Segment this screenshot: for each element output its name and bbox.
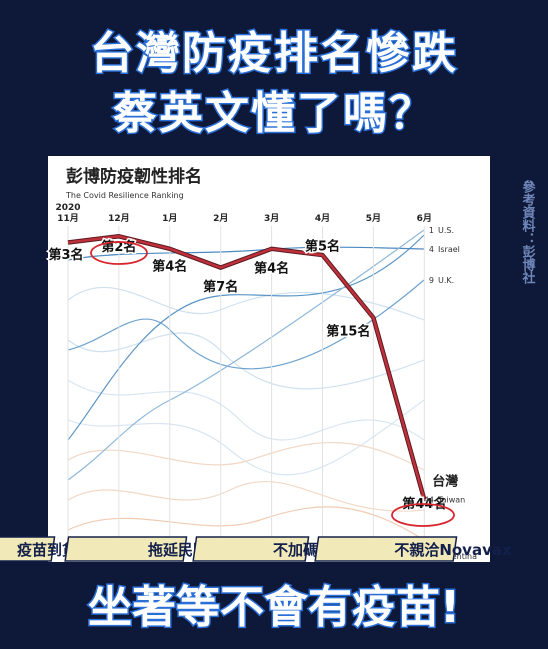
highlight-circle bbox=[391, 503, 455, 527]
deco-line bbox=[67, 506, 425, 541]
data-label: 第4名 bbox=[254, 260, 289, 276]
end-rank: 1 bbox=[429, 226, 434, 235]
x-tick-label: 11月 bbox=[57, 213, 79, 224]
data-label: 第5名 bbox=[305, 239, 340, 255]
end-name: Taiwan bbox=[437, 496, 465, 505]
x-tick-label: 5月 bbox=[366, 213, 381, 224]
data-label: 第15名 bbox=[326, 323, 370, 339]
x-tick-label: 2月 bbox=[213, 213, 228, 224]
end-rank: 4 bbox=[429, 245, 434, 254]
end-name: Israel bbox=[438, 245, 460, 254]
data-label: 第3名 bbox=[48, 247, 83, 263]
deco-line bbox=[67, 287, 425, 321]
deco-line bbox=[67, 246, 425, 261]
banner bbox=[64, 536, 188, 562]
banner-text: 不親洽Novavax bbox=[394, 541, 512, 559]
x-tick-label: 12月 bbox=[108, 213, 130, 224]
chart-subtitle: The Covid Resilience Ranking bbox=[65, 191, 184, 200]
chart-title: 彭博防疫韌性排名 bbox=[66, 166, 202, 187]
deco-line bbox=[67, 379, 425, 441]
x-tick-label: 4月 bbox=[315, 213, 330, 224]
end-rank: 44 bbox=[424, 496, 434, 505]
data-label: 第4名 bbox=[152, 258, 187, 274]
chart-panel bbox=[48, 156, 490, 562]
deco-line bbox=[67, 480, 425, 512]
headline-line-1: 台灣防疫排名慘跌 bbox=[90, 28, 458, 79]
data-label: 第7名 bbox=[203, 279, 238, 295]
deco-line bbox=[67, 332, 425, 390]
legend-label: 台灣 bbox=[432, 474, 458, 490]
series-line bbox=[67, 235, 426, 500]
deco-line bbox=[67, 279, 425, 370]
end-name: U.K. bbox=[438, 276, 454, 285]
x-tick-label: 6月 bbox=[417, 213, 432, 224]
end-rank: 9 bbox=[429, 276, 434, 285]
headline-line-2: 蔡英文懂了嗎？ bbox=[113, 88, 435, 139]
banner bbox=[192, 536, 310, 562]
source-note: 參考資料：彭博社 bbox=[520, 179, 537, 284]
footer-slogan: 坐著等不會有疫苗! bbox=[88, 582, 460, 633]
deco-line bbox=[67, 229, 425, 481]
end-name: U.S. bbox=[438, 226, 454, 235]
x-tick-label: 1月 bbox=[162, 213, 177, 224]
deco-line bbox=[67, 399, 425, 476]
end-name: Argentina bbox=[438, 552, 477, 561]
year-label: 2020 bbox=[55, 203, 80, 213]
banner bbox=[0, 536, 56, 562]
banners: 疫苗到貨延宕拖延民間協力不加碼莫德納不親洽Novavax bbox=[0, 536, 512, 562]
plot: 11月 12月 1月 2月 3月 4月 5月 6月第3名第2名第4名第7名第4名第5名第15名… bbox=[47, 213, 477, 561]
banner bbox=[314, 536, 458, 562]
x-tick-label: 3月 bbox=[264, 213, 279, 224]
highlight-circle bbox=[90, 241, 148, 265]
